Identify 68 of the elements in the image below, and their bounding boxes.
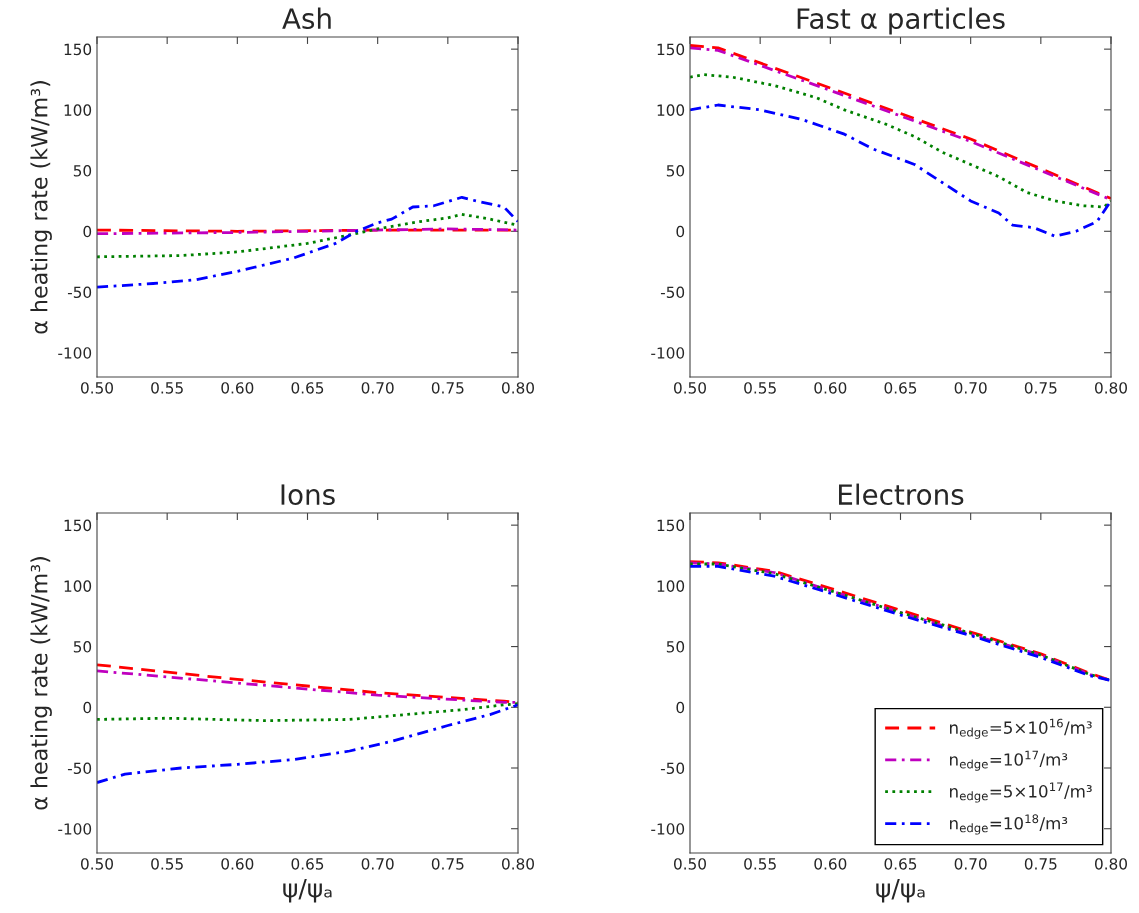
- y-tick-label: -50: [67, 762, 92, 775]
- chart-title: Fast α particles: [797, 7, 1005, 35]
- y-tick-label: 150: [64, 43, 92, 56]
- y-tick-label: 100: [657, 104, 685, 116]
- x-tick-label: 0.65: [291, 382, 324, 394]
- x-tick-label: 0.55: [151, 382, 183, 394]
- legend-label: n$_{edge}$=5×10$^{16}$/m³: [950, 718, 1092, 739]
- x-tick-label: 0.55: [744, 858, 776, 870]
- x-tick-label: 0.50: [81, 858, 113, 870]
- x-tick-label: 0.60: [814, 858, 847, 870]
- y-axis-title: α heating rate (kW/m³): [30, 557, 52, 810]
- x-tick-label: 0.65: [884, 858, 917, 870]
- x-tick-label: 0.80: [502, 858, 534, 870]
- y-tick-label: 0: [83, 701, 92, 714]
- y-tick-label: -50: [660, 762, 685, 775]
- x-tick-label: 0.55: [151, 858, 183, 870]
- line-series: [97, 702, 518, 723]
- legend-label: n$_{edge}$=5×10$^{17}$/m³: [950, 782, 1092, 803]
- x-tick-label: 0.65: [884, 382, 917, 394]
- y-tick-label: 50: [73, 165, 92, 177]
- y-axis-title: α heating rate (kW/m³): [30, 81, 52, 334]
- y-tick-label: 100: [657, 580, 685, 592]
- x-tick-label: 0.65: [291, 858, 324, 870]
- x-tick-label: 0.80: [502, 382, 534, 394]
- line-series: [97, 703, 518, 784]
- x-tick-label: 0.50: [674, 858, 706, 870]
- x-tick-label: 0.60: [221, 382, 254, 394]
- y-tick-label: 0: [83, 225, 92, 238]
- y-tick-label: 150: [657, 43, 685, 56]
- y-tick-label: -50: [660, 286, 685, 299]
- legend-label: n$_{edge}$=10$^{17}$/m³: [950, 750, 1068, 771]
- chart-title: Electrons: [839, 483, 964, 506]
- x-tick-label: 0.80: [1095, 858, 1127, 870]
- chart-title: Ions: [281, 484, 335, 506]
- x-tick-label: 0.60: [814, 382, 847, 394]
- y-tick-label: -100: [58, 823, 92, 835]
- x-tick-label: 0.75: [1024, 382, 1057, 394]
- x-tick-label: 0.50: [81, 382, 113, 394]
- y-tick-label: 150: [64, 519, 92, 532]
- x-tick-label: 0.70: [361, 858, 394, 870]
- y-tick-label: 100: [64, 580, 92, 592]
- y-tick-label: 50: [666, 165, 685, 177]
- x-axis-title: ψ/ψₐ: [283, 878, 332, 903]
- y-tick-label: 0: [676, 225, 685, 238]
- x-tick-label: 0.75: [431, 382, 464, 394]
- y-tick-label: 150: [657, 519, 685, 532]
- x-tick-label: 0.75: [431, 858, 464, 870]
- x-axis-title: ψ/ψₐ: [876, 878, 925, 903]
- line-series: [97, 195, 518, 289]
- x-tick-label: 0.75: [1024, 858, 1057, 870]
- y-tick-label: -100: [651, 347, 685, 359]
- x-tick-label: 0.55: [744, 382, 776, 394]
- x-tick-label: 0.50: [674, 382, 706, 394]
- y-tick-label: -50: [67, 286, 92, 299]
- y-tick-label: -100: [58, 347, 92, 359]
- line-series: [690, 103, 1111, 238]
- y-tick-label: 50: [666, 641, 685, 653]
- legend-label: n$_{edge}$=10$^{18}$/m³: [950, 814, 1068, 835]
- y-tick-label: 50: [73, 641, 92, 653]
- chart-title: Ash: [282, 7, 331, 30]
- x-tick-label: 0.70: [954, 858, 987, 870]
- y-tick-label: -100: [651, 823, 685, 835]
- x-tick-label: 0.60: [221, 858, 254, 870]
- x-tick-label: 0.70: [361, 382, 394, 394]
- x-tick-label: 0.70: [954, 382, 987, 394]
- y-tick-label: 0: [676, 701, 685, 714]
- x-tick-label: 0.80: [1095, 382, 1127, 394]
- y-tick-label: 100: [64, 104, 92, 116]
